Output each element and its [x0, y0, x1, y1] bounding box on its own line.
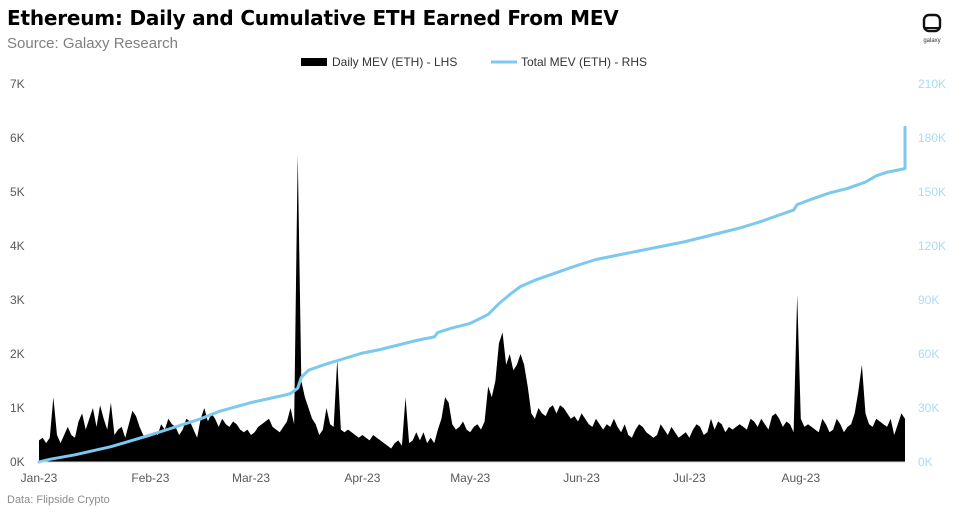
left-axis-tick-label: 1K: [10, 401, 25, 415]
x-axis-tick-label: Jan-23: [21, 471, 58, 485]
x-axis-tick-label: Apr-23: [344, 471, 380, 485]
right-axis-tick-label: 30K: [918, 401, 939, 415]
x-axis-tick-label: Mar-23: [232, 471, 270, 485]
left-axis-tick-label: 3K: [10, 293, 25, 307]
right-axis-tick-label: 210K: [918, 77, 946, 91]
right-axis-tick-label: 150K: [918, 185, 946, 199]
left-axis-tick-label: 4K: [10, 239, 25, 253]
right-axis-tick-label: 180K: [918, 131, 946, 145]
legend-label-daily: Daily MEV (ETH) - LHS: [332, 55, 457, 69]
legend: Daily MEV (ETH) - LHS Total MEV (ETH) - …: [301, 55, 647, 69]
x-axis: Jan-23 Feb-23 Mar-23 Apr-23 May-23 Jun-23 Jul-…: [21, 471, 821, 485]
right-axis-tick-label: 60K: [918, 347, 939, 361]
right-axis-tick-label: 90K: [918, 293, 939, 307]
x-axis-tick-label: May-23: [450, 471, 490, 485]
legend-swatch-daily: [301, 58, 327, 66]
right-axis-tick-label: 0K: [918, 455, 933, 469]
right-axis-tick-label: 120K: [918, 239, 946, 253]
data-source-note: Data: Flipside Crypto: [7, 494, 110, 506]
legend-label-total: Total MEV (ETH) - RHS: [521, 55, 647, 69]
x-axis-tick-label: Feb-23: [131, 471, 169, 485]
galaxy-logo-icon: [922, 13, 942, 33]
left-axis-tick-label: 6K: [10, 131, 25, 145]
right-axis: 0K 30K 60K 90K 120K 150K 180K 210K: [918, 77, 946, 469]
daily-mev-area: [39, 154, 905, 462]
total-mev-line: [37, 125, 907, 464]
left-axis-tick-label: 5K: [10, 185, 25, 199]
chart-subtitle: Source: Galaxy Research: [7, 35, 178, 52]
left-axis-tick-label: 7K: [10, 77, 25, 91]
left-axis: 0K 1K 2K 3K 4K 5K 6K 7K: [10, 77, 25, 469]
x-axis-tick-label: Aug-23: [781, 471, 820, 485]
left-axis-tick-label: 0K: [10, 455, 25, 469]
chart-title: Ethereum: Daily and Cumulative ETH Earne…: [7, 6, 619, 30]
x-axis-tick-label: Jul-23: [673, 471, 706, 485]
x-axis-tick-label: Jun-23: [563, 471, 600, 485]
left-axis-tick-label: 2K: [10, 347, 25, 361]
logo-text: galaxy: [923, 38, 941, 44]
